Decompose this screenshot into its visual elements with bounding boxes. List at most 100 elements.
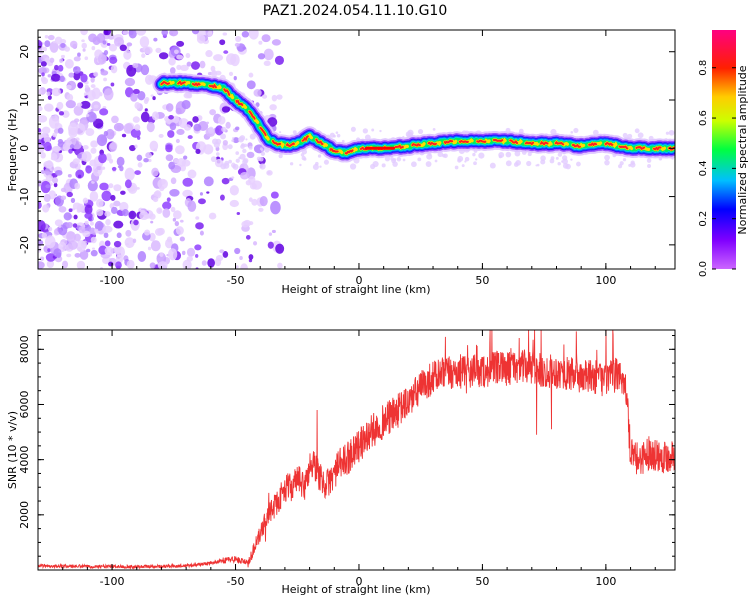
noise-speckle bbox=[239, 153, 246, 160]
noise-speckle bbox=[241, 30, 250, 38]
noise-speckle bbox=[151, 111, 159, 121]
noise-speckle bbox=[136, 187, 140, 190]
noise-speckle bbox=[102, 40, 107, 45]
spectrogram-x-tick-label: -50 bbox=[227, 274, 245, 287]
spectrogram-x-tick-label: 50 bbox=[475, 274, 489, 287]
noise-speckle bbox=[319, 165, 322, 168]
noise-speckle bbox=[270, 200, 281, 215]
noise-speckle bbox=[260, 151, 266, 156]
noise-speckle bbox=[194, 244, 202, 251]
noise-speckle bbox=[259, 147, 263, 151]
noise-speckle bbox=[186, 92, 193, 99]
noise-speckle bbox=[179, 236, 185, 242]
noise-speckle bbox=[41, 72, 45, 77]
noise-speckle bbox=[515, 160, 522, 166]
noise-speckle bbox=[101, 190, 112, 202]
noise-speckle bbox=[248, 221, 254, 226]
noise-speckle bbox=[74, 182, 81, 190]
noise-speckle bbox=[411, 161, 417, 168]
noise-speckle bbox=[176, 128, 185, 136]
noise-speckle bbox=[69, 40, 78, 49]
noise-speckle bbox=[205, 50, 213, 58]
noise-speckle bbox=[199, 230, 204, 236]
noise-speckle bbox=[221, 106, 231, 113]
noise-speckle bbox=[341, 139, 345, 143]
noise-speckle bbox=[219, 249, 225, 254]
noise-speckle bbox=[248, 175, 256, 185]
noise-speckle bbox=[315, 161, 319, 166]
noise-speckle bbox=[271, 229, 276, 233]
noise-speckle bbox=[72, 158, 81, 165]
noise-speckle bbox=[592, 129, 599, 136]
noise-speckle bbox=[229, 185, 239, 196]
noise-speckle bbox=[232, 163, 239, 170]
noise-speckle bbox=[193, 123, 202, 132]
noise-speckle bbox=[66, 231, 77, 243]
noise-speckle bbox=[104, 240, 111, 247]
noise-speckle bbox=[38, 144, 45, 154]
noise-speckle bbox=[257, 53, 266, 60]
noise-speckle bbox=[514, 150, 521, 157]
noise-speckle bbox=[67, 174, 72, 178]
noise-speckle bbox=[111, 166, 117, 171]
noise-speckle bbox=[58, 111, 65, 116]
noise-speckle bbox=[81, 42, 87, 49]
noise-speckle bbox=[120, 190, 126, 195]
noise-speckle bbox=[46, 259, 55, 269]
noise-speckle bbox=[126, 259, 135, 269]
noise-speckle bbox=[95, 228, 99, 233]
colorbar-tick-label: 0.2 bbox=[698, 211, 709, 227]
spectrogram-ylabel: Frequency (Hz) bbox=[6, 109, 19, 192]
noise-speckle bbox=[117, 42, 121, 45]
snr-y-tick-label: 2000 bbox=[18, 501, 31, 529]
noise-speckle bbox=[102, 225, 113, 233]
noise-speckle bbox=[271, 94, 278, 102]
noise-speckle bbox=[168, 57, 176, 66]
spectrogram-y-tick-label: -10 bbox=[18, 188, 31, 206]
noise-speckle bbox=[312, 163, 319, 170]
colorbar: 0.0 0.2 0.4 0.6 0.8 Normalized spectral ampl… bbox=[698, 30, 749, 277]
noise-speckle bbox=[187, 200, 197, 212]
noise-speckle bbox=[137, 90, 146, 101]
noise-speckle bbox=[243, 165, 248, 170]
noise-speckle bbox=[66, 191, 73, 198]
noise-speckle bbox=[52, 132, 58, 138]
noise-speckle bbox=[38, 261, 45, 269]
noise-speckle bbox=[149, 262, 156, 269]
noise-speckle bbox=[560, 160, 564, 163]
noise-speckle bbox=[221, 126, 227, 133]
noise-speckle bbox=[208, 212, 217, 220]
colorbar-gradient bbox=[712, 30, 736, 269]
noise-speckle bbox=[130, 128, 141, 138]
noise-speckle bbox=[335, 131, 339, 134]
colorbar-tick-label: 0.8 bbox=[698, 60, 709, 76]
noise-speckle bbox=[136, 154, 143, 161]
noise-speckle bbox=[134, 170, 141, 175]
noise-speckle bbox=[113, 184, 122, 192]
snr-frame bbox=[37, 329, 676, 571]
noise-speckle bbox=[166, 197, 171, 202]
snr-y-tick-label: 8000 bbox=[18, 335, 31, 363]
noise-speckle bbox=[165, 154, 174, 162]
noise-speckle bbox=[573, 127, 579, 134]
noise-speckle bbox=[646, 158, 652, 163]
noise-speckle bbox=[249, 133, 256, 140]
noise-speckle bbox=[234, 247, 241, 255]
noise-speckle bbox=[39, 50, 44, 55]
noise-speckle bbox=[245, 138, 248, 141]
noise-speckle bbox=[182, 189, 193, 198]
noise-speckle bbox=[238, 156, 241, 160]
snr-ylabel: SNR (10 * v/v) bbox=[6, 411, 19, 489]
noise-speckle bbox=[75, 123, 86, 136]
noise-speckle bbox=[169, 30, 179, 37]
snr-xlabel: Height of straight line (km) bbox=[281, 583, 430, 596]
noise-speckle bbox=[144, 229, 151, 236]
noise-speckle bbox=[43, 136, 51, 143]
noise-speckle bbox=[134, 101, 141, 109]
noise-speckle bbox=[54, 219, 63, 227]
noise-speckle bbox=[236, 212, 241, 215]
noise-speckle bbox=[140, 209, 146, 214]
noise-speckle bbox=[86, 111, 97, 123]
noise-speckle bbox=[242, 46, 247, 50]
noise-speckle bbox=[222, 251, 229, 258]
